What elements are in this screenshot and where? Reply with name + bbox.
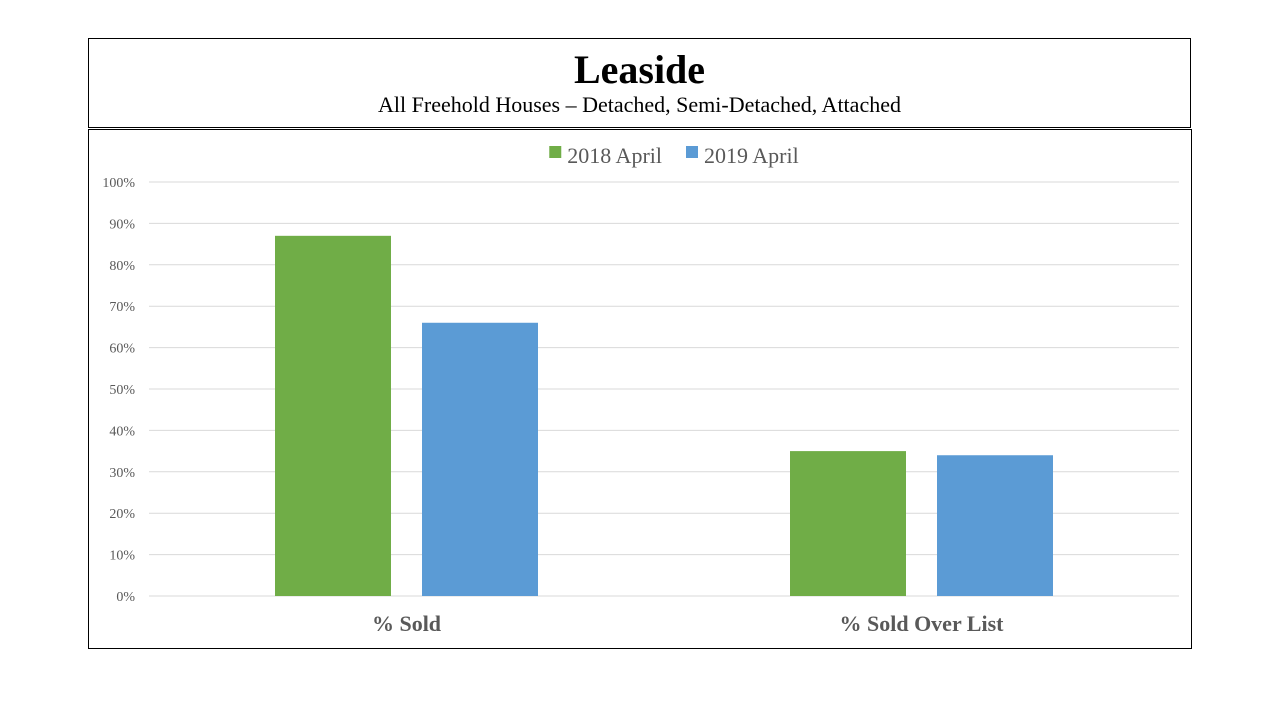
chart-box: 0% 10% 20% 30% 40% 50% 60% 70% 80% 90% 100% % Sold%… [88, 129, 1192, 649]
bar-2018-april-1 [790, 451, 906, 596]
y-tick-label: 90% [109, 217, 135, 232]
y-tick-label: 30% [109, 466, 135, 481]
category-label: % Sold Over List [839, 611, 1004, 636]
y-tick-label: 20% [109, 507, 135, 522]
chart-title: Leaside [573, 47, 706, 92]
bar-2019-april-0 [422, 322, 538, 596]
legend-item: 2018 April [549, 143, 662, 168]
y-tick-label: 50% [109, 383, 135, 398]
chart-subtitle: All Freehold Houses – Detached, Semi-Det… [378, 92, 901, 117]
bar-2018-april-0 [275, 235, 391, 596]
bar-2019-april-1 [937, 455, 1053, 596]
legend-item: 2019 April [686, 143, 799, 168]
y-tick-label: 40% [109, 424, 135, 439]
legend-swatch [686, 146, 698, 158]
y-tick-label: 10% [109, 549, 135, 564]
category-label: % Sold [372, 611, 441, 636]
y-tick-label: 80% [109, 259, 135, 274]
header-box: Leaside All Freehold Houses – Detached, … [88, 38, 1191, 128]
bar-chart: 0% 10% 20% 30% 40% 50% 60% 70% 80% 90% 100% % Sold%… [102, 143, 1179, 636]
y-tick-label: 100% [102, 176, 135, 191]
legend-label: 2018 April [567, 143, 662, 168]
y-tick-label: 70% [109, 300, 135, 315]
y-tick-label: 60% [109, 342, 135, 357]
legend-swatch [549, 146, 562, 158]
y-tick-label: 0% [116, 590, 135, 605]
legend-label: 2019 April [704, 143, 799, 168]
